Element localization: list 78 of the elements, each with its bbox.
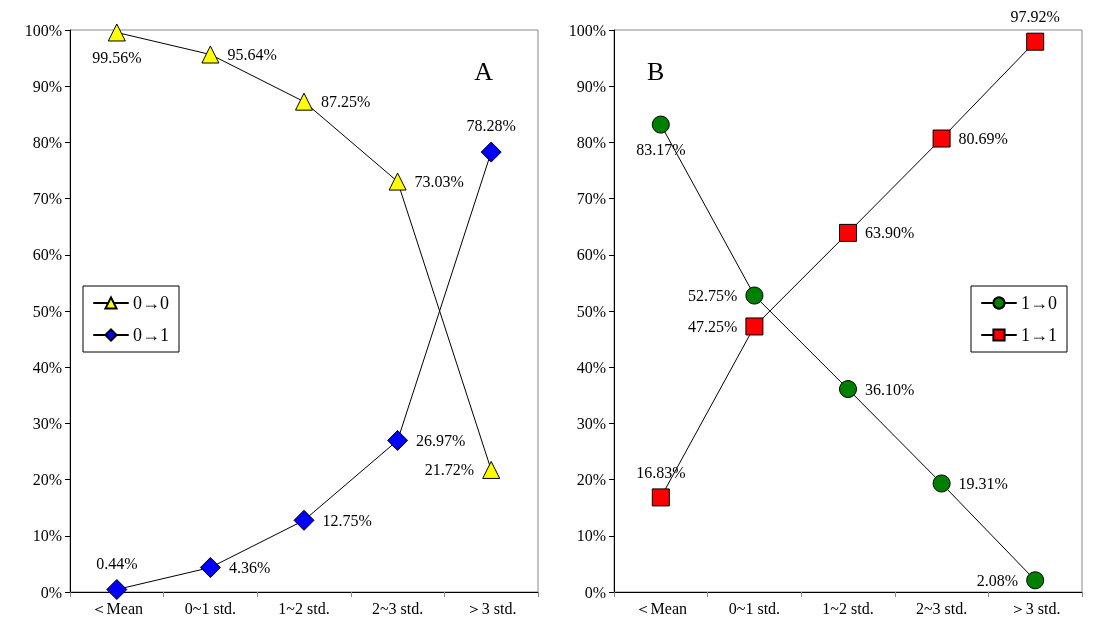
- y-tick-label: 0%: [584, 583, 606, 601]
- text: B: [647, 56, 665, 86]
- data-label: 47.25%: [688, 317, 738, 335]
- data-label: 26.97%: [416, 431, 466, 449]
- data-label: 12.75%: [322, 511, 372, 529]
- x-tick-label: 0~1 std.: [728, 599, 781, 617]
- y-tick-label: 20%: [32, 471, 62, 489]
- x-tick-label: 2~3 std.: [371, 599, 424, 617]
- legend-label: 1→1: [1021, 325, 1057, 345]
- y-tick-label: 30%: [576, 414, 606, 432]
- x-tick-label: 1~2 std.: [278, 599, 330, 617]
- data-label: 87.25%: [321, 93, 371, 111]
- x-tick-label: 0~1 std.: [184, 599, 237, 617]
- point: [745, 286, 764, 305]
- y-tick-label: 100%: [24, 21, 62, 39]
- data-label: 2.08%: [976, 571, 1019, 589]
- point: [388, 172, 407, 191]
- y-tick-label: 30%: [32, 414, 62, 432]
- x-tick-label: ＜Mean: [634, 599, 688, 617]
- point: [293, 509, 315, 531]
- point: [201, 45, 220, 64]
- x-tick-label: ＞3 std.: [465, 599, 517, 617]
- y-tick-label: 90%: [576, 77, 606, 95]
- data-label: 73.03%: [414, 173, 464, 191]
- data-label: 21.72%: [424, 461, 475, 479]
- y-tick-label: 70%: [576, 190, 606, 208]
- legend-label: 0→0: [133, 293, 169, 313]
- text: A: [474, 56, 494, 86]
- legend-label: 0→1: [133, 325, 169, 345]
- point: [295, 92, 313, 111]
- y-tick-label: 20%: [576, 471, 606, 489]
- point: [932, 129, 951, 148]
- data-label: 36.10%: [865, 380, 915, 398]
- point: [839, 223, 857, 242]
- y-tick-label: 50%: [576, 302, 606, 320]
- y-tick-label: 90%: [32, 77, 62, 95]
- x-tick-label: ＜Mean: [90, 599, 144, 617]
- x-tick-label: ＞3 std.: [1009, 599, 1061, 617]
- data-label: 63.90%: [865, 224, 915, 242]
- point: [482, 460, 501, 479]
- y-tick-label: 0%: [40, 583, 62, 601]
- y-tick-label: 70%: [32, 190, 62, 208]
- point: [1026, 32, 1045, 51]
- x-tick-label: 2~3 std.: [915, 599, 968, 617]
- y-tick-label: 80%: [576, 133, 606, 151]
- y-tick-label: 100%: [568, 21, 606, 39]
- data-label: 19.31%: [958, 474, 1008, 492]
- y-tick-label: 10%: [576, 527, 606, 545]
- data-label: 52.75%: [688, 287, 738, 305]
- point: [932, 474, 951, 493]
- y-tick-label: 40%: [32, 358, 62, 376]
- data-label: 16.83%: [636, 463, 686, 481]
- y-tick-label: 40%: [576, 358, 606, 376]
- point: [387, 429, 409, 451]
- point: [651, 488, 670, 507]
- data-label: 83.17%: [636, 141, 686, 159]
- data-label: 0.44%: [96, 554, 138, 572]
- point: [1026, 571, 1045, 590]
- point: [651, 115, 670, 134]
- y-tick-label: 60%: [32, 246, 62, 264]
- data-label: 78.28%: [466, 117, 516, 135]
- legend-label: 1→0: [1021, 293, 1057, 313]
- point: [107, 23, 126, 42]
- y-tick-label: 10%: [32, 527, 62, 545]
- y-tick-label: 60%: [576, 246, 606, 264]
- point: [745, 317, 764, 336]
- point: [106, 579, 128, 601]
- y-tick-label: 50%: [32, 302, 62, 320]
- data-label: 97.92%: [1010, 8, 1060, 26]
- point: [199, 557, 221, 578]
- data-label: 80.69%: [958, 130, 1008, 148]
- point: [839, 380, 857, 399]
- point: [480, 141, 502, 163]
- y-tick-label: 80%: [32, 133, 62, 151]
- data-label: 4.36%: [228, 559, 271, 576]
- x-tick-label: 1~2 std.: [822, 599, 874, 617]
- data-label: 99.56%: [92, 48, 142, 66]
- data-label: 95.64%: [227, 46, 277, 63]
